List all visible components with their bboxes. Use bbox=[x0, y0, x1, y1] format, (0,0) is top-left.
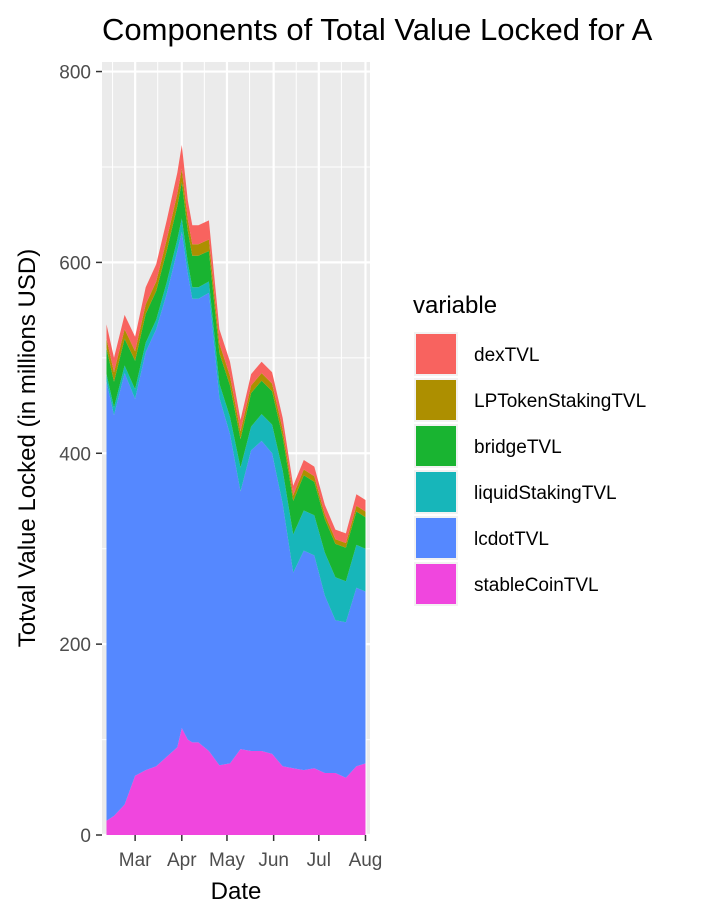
legend-swatch bbox=[416, 472, 456, 512]
legend-label: stableCoinTVL bbox=[474, 575, 599, 596]
x-tick-label: Apr bbox=[167, 850, 197, 871]
legend-label: liquidStakingTVL bbox=[474, 483, 617, 504]
legend-swatch bbox=[416, 334, 456, 374]
y-tick-label: 400 bbox=[59, 444, 91, 465]
legend-swatch bbox=[416, 426, 456, 466]
x-tick-label: Jun bbox=[258, 850, 289, 871]
legend-label: LPTokenStakingTVL bbox=[474, 391, 646, 412]
legend-swatch bbox=[416, 380, 456, 420]
x-tick-label: May bbox=[209, 850, 245, 871]
data-areas bbox=[106, 145, 366, 835]
x-tick-label: Mar bbox=[119, 850, 152, 871]
legend-title: variable bbox=[413, 292, 497, 319]
y-axis: 0 200 400 600 800 bbox=[59, 63, 102, 847]
x-axis: Mar Apr May Jun Jul Aug bbox=[119, 835, 383, 871]
x-tick-label: Aug bbox=[349, 850, 383, 871]
area-lcdotTVL bbox=[106, 231, 366, 821]
y-tick-label: 0 bbox=[80, 826, 91, 847]
legend-label: lcdotTVL bbox=[474, 529, 549, 550]
chart-title: Components of Total Value Locked for A bbox=[102, 12, 653, 47]
legend: variable dexTVL LPTokenStakingTVL bridgeTV… bbox=[413, 292, 646, 606]
area-liquidStakingTVL bbox=[106, 218, 366, 623]
legend-swatch bbox=[416, 564, 456, 604]
y-tick-label: 200 bbox=[59, 635, 91, 656]
legend-label: dexTVL bbox=[474, 345, 539, 366]
legend-label: bridgeTVL bbox=[474, 437, 562, 458]
x-axis-title: Date bbox=[211, 878, 262, 905]
area-stableCoinTVL bbox=[106, 728, 366, 835]
x-tick-label: Jul bbox=[307, 850, 331, 871]
legend-swatch bbox=[416, 518, 456, 558]
y-tick-label: 800 bbox=[59, 63, 91, 84]
y-axis-title: Totval Value Locked (in millions USD) bbox=[14, 249, 41, 647]
y-tick-label: 600 bbox=[59, 253, 91, 274]
